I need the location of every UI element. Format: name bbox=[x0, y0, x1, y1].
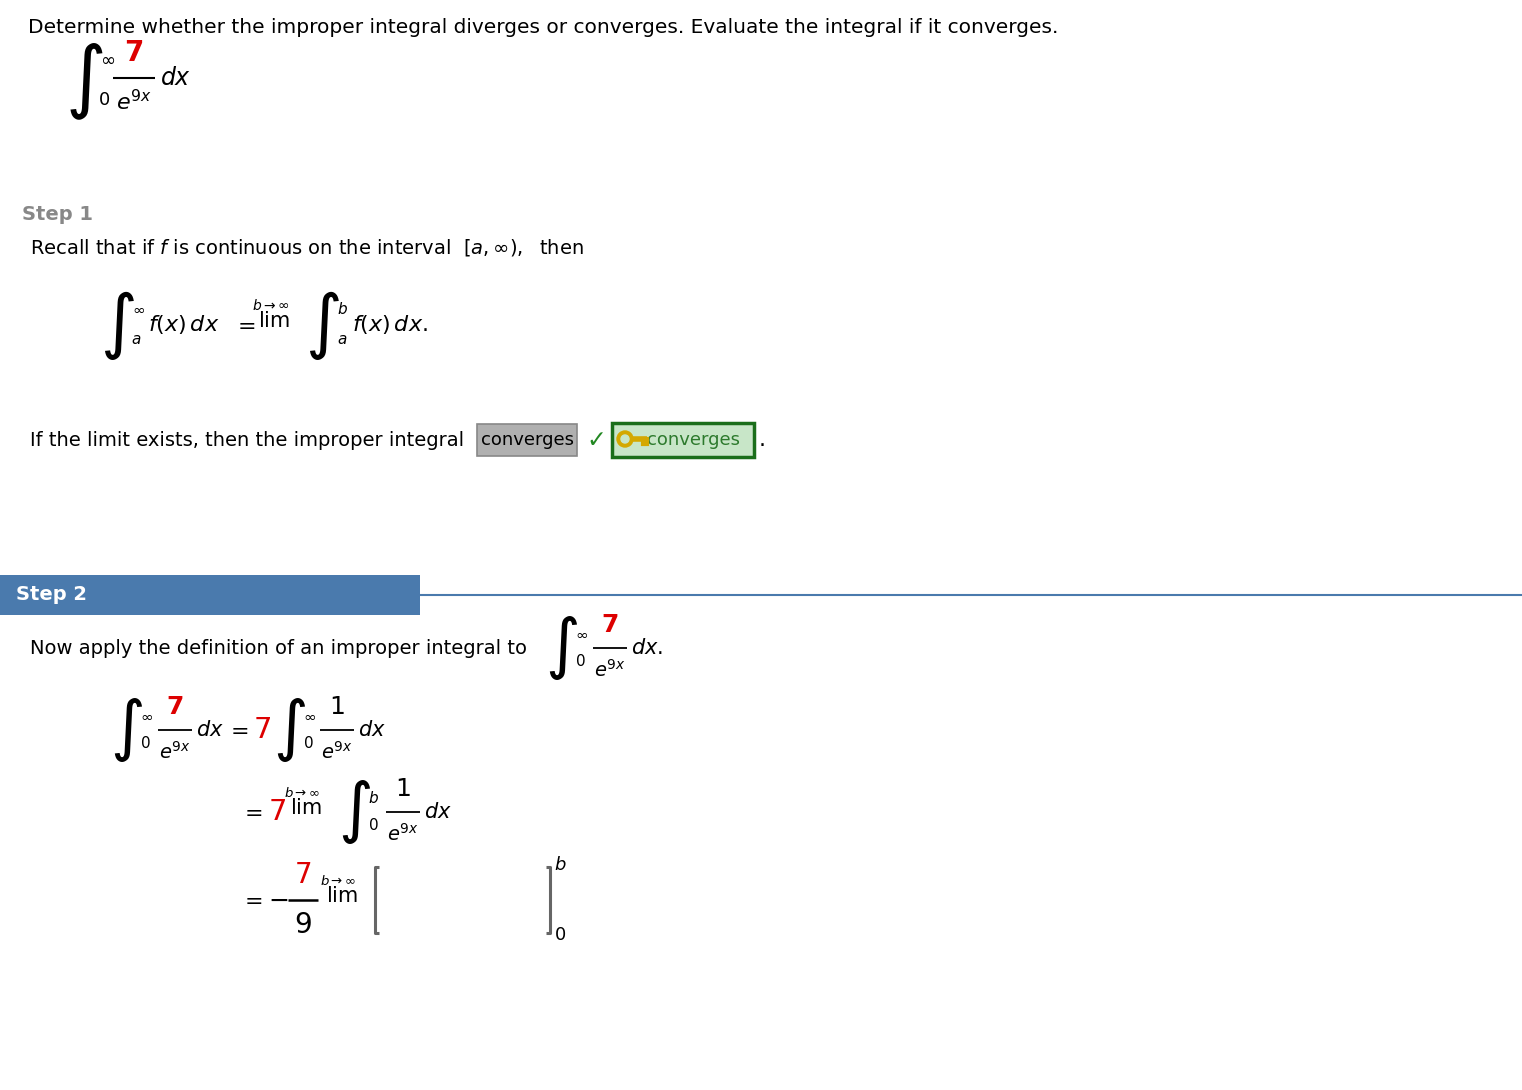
Text: $1$: $1$ bbox=[396, 777, 411, 801]
Text: $\int$: $\int$ bbox=[110, 697, 143, 764]
Text: $\mathbf{7}$: $\mathbf{7}$ bbox=[125, 39, 143, 66]
Circle shape bbox=[616, 431, 633, 447]
Text: $b$: $b$ bbox=[368, 790, 379, 806]
Text: $0$: $0$ bbox=[575, 653, 586, 669]
Text: $dx.$: $dx.$ bbox=[632, 638, 664, 658]
Text: $9$: $9$ bbox=[294, 911, 312, 938]
Text: $\int$: $\int$ bbox=[65, 41, 103, 122]
Text: $f(x)\,dx$: $f(x)\,dx$ bbox=[148, 314, 219, 337]
Text: $e^{9x}$: $e^{9x}$ bbox=[594, 659, 626, 681]
Text: $-$: $-$ bbox=[268, 888, 288, 912]
Text: $dx$: $dx$ bbox=[358, 720, 385, 740]
Text: $e^{9x}$: $e^{9x}$ bbox=[387, 823, 419, 845]
Text: $\infty$: $\infty$ bbox=[132, 302, 145, 316]
Text: $e^{9x}$: $e^{9x}$ bbox=[116, 89, 152, 114]
Text: $0$: $0$ bbox=[303, 735, 314, 751]
Text: $b \rightarrow \infty$: $b \rightarrow \infty$ bbox=[253, 299, 289, 314]
Text: ✓: ✓ bbox=[586, 428, 606, 452]
Text: $7$: $7$ bbox=[253, 716, 271, 744]
Text: $0$: $0$ bbox=[554, 926, 566, 944]
Text: $b$: $b$ bbox=[554, 856, 566, 874]
Text: $\mathrm{lim}$: $\mathrm{lim}$ bbox=[326, 886, 358, 906]
Text: $\mathrm{lim}$: $\mathrm{lim}$ bbox=[291, 798, 323, 818]
Text: $dx$: $dx$ bbox=[196, 720, 224, 740]
Text: $\mathrm{lim}$: $\mathrm{lim}$ bbox=[259, 311, 291, 331]
Text: $1$: $1$ bbox=[329, 695, 345, 719]
Text: $\infty$: $\infty$ bbox=[140, 708, 154, 724]
Text: $b \rightarrow \infty$: $b \rightarrow \infty$ bbox=[320, 874, 356, 888]
Text: $\infty$: $\infty$ bbox=[303, 708, 317, 724]
Text: $0$: $0$ bbox=[140, 735, 151, 751]
Text: $\infty$: $\infty$ bbox=[100, 51, 116, 69]
Text: Now apply the definition of an improper integral to: Now apply the definition of an improper … bbox=[30, 639, 527, 657]
Text: $\int$: $\int$ bbox=[272, 697, 306, 764]
Text: $0$: $0$ bbox=[368, 818, 379, 833]
Text: $=$: $=$ bbox=[240, 891, 263, 910]
Text: converges: converges bbox=[647, 431, 740, 449]
Bar bbox=[0, 576, 420, 615]
Text: $=$: $=$ bbox=[240, 802, 263, 822]
Text: $b \rightarrow \infty$: $b \rightarrow \infty$ bbox=[285, 786, 320, 800]
Text: $f(x)\,dx.$: $f(x)\,dx.$ bbox=[352, 314, 428, 337]
Text: converges: converges bbox=[481, 431, 574, 449]
Text: .: . bbox=[759, 429, 766, 450]
Text: $=$: $=$ bbox=[233, 315, 256, 335]
Text: $\int$: $\int$ bbox=[545, 614, 578, 682]
Text: Step 1: Step 1 bbox=[21, 205, 93, 225]
Text: $\mathbf{7}$: $\mathbf{7}$ bbox=[166, 695, 184, 719]
Text: $a$: $a$ bbox=[336, 331, 347, 347]
Text: $a$: $a$ bbox=[131, 331, 142, 347]
Text: $e^{9x}$: $e^{9x}$ bbox=[321, 741, 353, 763]
Text: $=$: $=$ bbox=[225, 720, 248, 740]
Text: $dx$: $dx$ bbox=[425, 802, 452, 822]
Text: $dx$: $dx$ bbox=[160, 66, 192, 90]
Text: $\int$: $\int$ bbox=[338, 778, 371, 846]
Text: $b$: $b$ bbox=[336, 301, 349, 317]
Text: $\int$: $\int$ bbox=[304, 289, 339, 362]
Text: $\int$: $\int$ bbox=[100, 289, 135, 362]
Circle shape bbox=[621, 435, 629, 443]
FancyBboxPatch shape bbox=[612, 423, 753, 457]
Text: Step 2: Step 2 bbox=[17, 585, 87, 605]
FancyBboxPatch shape bbox=[476, 424, 577, 456]
Text: $7$: $7$ bbox=[294, 861, 312, 889]
Text: $e^{9x}$: $e^{9x}$ bbox=[160, 741, 190, 763]
Text: $0$: $0$ bbox=[97, 90, 110, 109]
Text: $\infty$: $\infty$ bbox=[575, 627, 587, 642]
Text: If the limit exists, then the improper integral: If the limit exists, then the improper i… bbox=[30, 431, 464, 449]
Text: Recall that if $f$ is continuous on the interval  $[a, \infty),$  then: Recall that if $f$ is continuous on the … bbox=[30, 238, 583, 258]
Text: Determine whether the improper integral diverges or converges. Evaluate the inte: Determine whether the improper integral … bbox=[27, 19, 1058, 37]
Text: $7$: $7$ bbox=[268, 798, 286, 826]
Text: $\mathbf{7}$: $\mathbf{7}$ bbox=[601, 613, 618, 637]
